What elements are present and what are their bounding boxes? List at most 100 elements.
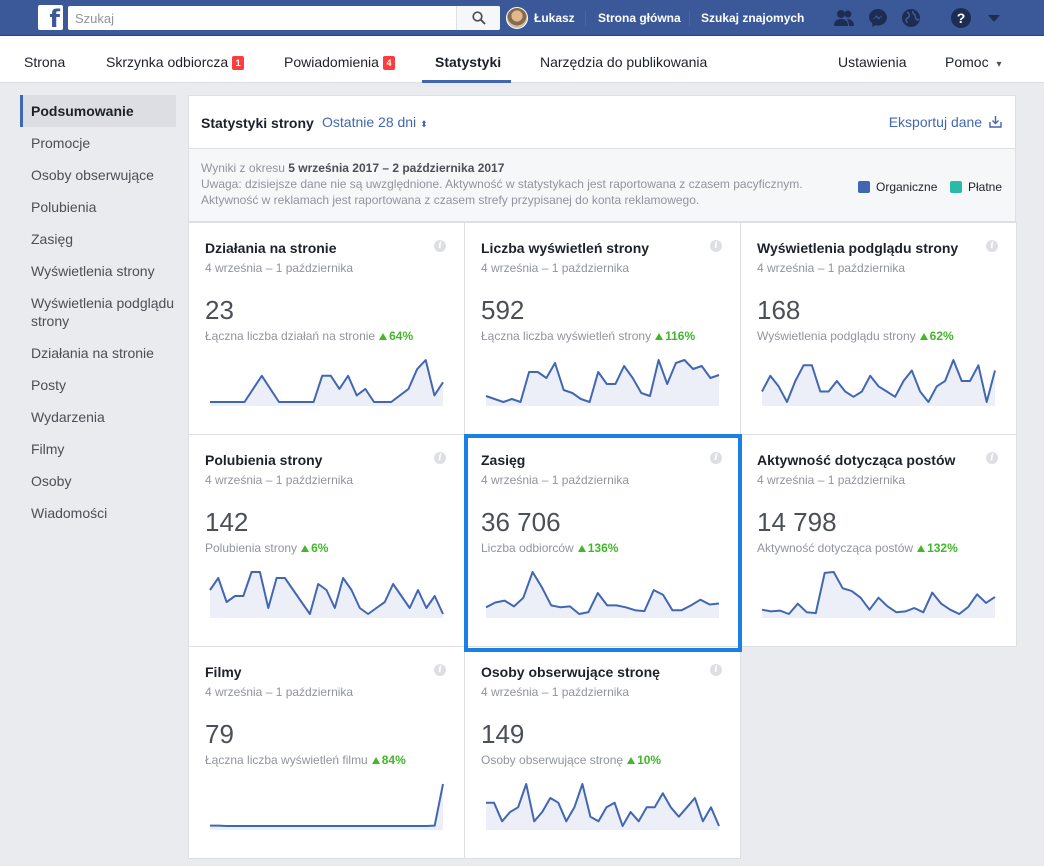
search-icon [472,11,486,25]
metric-value: 168 [757,295,801,325]
sparkline-area [210,572,443,618]
metric-label: Łączna liczba wyświetleń strony [481,329,652,343]
info-icon[interactable]: i [710,240,722,252]
card-videos[interactable]: Filmy 4 września – 1 października i 79 Łączn… [188,646,465,859]
notifications-globe-icon[interactable] [900,7,922,29]
card-page-previews[interactable]: Wyświetlenia podglądu strony 4 września –… [740,222,1017,435]
percent-change-up: 64% [379,329,413,343]
info-icon[interactable]: i [710,452,722,464]
card-page-likes[interactable]: Polubienia strony 4 września – 1 paździer… [188,434,465,647]
find-friends-link[interactable]: Szukaj znajomych [701,11,805,25]
metric-value: 36 706 [481,507,561,537]
sidebar-item-overview[interactable]: Podsumowanie [20,95,176,127]
facebook-logo-icon[interactable]: f [38,5,63,33]
home-link[interactable]: Strona główna [598,11,681,25]
info-icon[interactable]: i [434,240,446,252]
sidebar-item-reach[interactable]: Zasięg [31,231,74,247]
chevron-down-icon: ▾ [996,59,1002,70]
metric-value: 79 [205,719,234,749]
card-date-range: 4 września – 1 października [205,261,354,275]
top-navigation-bar: f Łukasz Strona główna Szukaj znajomych … [0,0,1044,36]
sidebar-item-actions-on-page[interactable]: Działania na stronie [31,345,154,361]
metric-label: Łączna liczba działań na stronie [205,329,376,343]
metric-value: 23 [205,295,234,325]
date-range-selector[interactable]: Ostatnie 28 dni ⬍ [322,114,428,130]
card-date-range: 4 września – 1 października [757,473,906,487]
metric-value: 14 798 [757,507,837,537]
insights-header: Statystyki strony Ostatnie 28 dni ⬍ Eksp… [188,95,1016,148]
note-line-1: Uwaga: dzisiejsze dane nie są uwzględnio… [201,177,803,191]
card-reach[interactable]: Zasięg 4 września – 1 października i 36 706… [464,434,741,647]
metric-label: Aktywność dotycząca postów [757,541,914,555]
sparkline-chart [210,359,444,406]
date-range-label: Ostatnie 28 dni [322,114,417,130]
export-label: Eksportuj dane [888,114,983,130]
percent-change-up: 136% [578,541,619,555]
metric-label: Łączna liczba wyświetleń filmu [205,753,368,767]
help-icon[interactable]: ? [950,7,972,29]
sidebar-item-people[interactable]: Osoby [31,473,72,489]
page-title: Statystyki strony [201,115,314,131]
export-data-button[interactable]: Eksportuj dane [889,114,1002,130]
legend-paid-label: Płatne [968,180,1003,194]
settings-link[interactable]: Ustawienia [838,54,907,70]
card-title: Wyświetlenia podglądu strony [757,240,959,256]
card-date-range: 4 września – 1 października [481,473,630,487]
account-menu-chevron-icon[interactable] [983,7,1005,29]
info-icon[interactable]: i [986,452,998,464]
sparkline-line [209,571,444,615]
percent-change-up: 84% [372,753,406,767]
card-date-range: 4 września – 1 października [205,473,354,487]
tab-publishing-tools[interactable]: Narzędzia do publikowania [540,54,707,70]
metric-description: Łączna liczba działań na stronie 64% [205,329,413,343]
tab-inbox[interactable]: Skrzynka odbiorcza 1 [106,54,245,70]
search-input[interactable] [68,6,456,30]
sparkline-area [762,360,995,406]
sidebar-item-posts[interactable]: Posty [31,377,67,393]
tab-label: Narzędzia do publikowania [540,54,708,70]
info-icon[interactable]: i [434,452,446,464]
percent-change-up: 6% [301,541,328,555]
card-date-range: 4 września – 1 października [757,261,906,275]
sidebar-item-promotions[interactable]: Promocje [31,135,91,151]
tab-notifications[interactable]: Powiadomienia 4 [284,54,395,70]
card-post-engagements[interactable]: Aktywność dotycząca postów 4 września – 1… [740,434,1017,647]
card-title: Aktywność dotycząca postów [757,452,956,468]
sidebar-item-likes[interactable]: Polubienia [31,199,97,215]
sidebar-item-messages[interactable]: Wiadomości [31,505,108,521]
metric-value: 149 [481,719,525,749]
info-icon[interactable]: i [434,664,446,676]
sidebar-item-events[interactable]: Wydarzenia [31,409,105,425]
card-page-followers[interactable]: Osoby obserwujące stronę 4 września – 1 p… [464,646,741,859]
help-menu[interactable]: Pomoc ▾ [945,54,1002,70]
card-title: Osoby obserwujące stronę [481,664,660,680]
note-line-2: Aktywność w reklamach jest raportowana z… [201,193,700,207]
sidebar-item-page-previews[interactable]: Wyświetlenia podglądu strony [31,295,175,329]
tab-label: Statystyki [435,54,502,70]
messenger-icon[interactable] [867,7,889,29]
sidebar-item-page-views[interactable]: Wyświetlenia strony [31,263,155,279]
sparkline-area [486,360,719,406]
sidebar-item-videos[interactable]: Filmy [31,441,65,457]
insights-sidebar: Podsumowanie Promocje Osoby obserwujące … [20,95,176,529]
friend-requests-icon[interactable] [833,7,855,29]
sidebar-item-followers[interactable]: Osoby obserwujące [31,167,154,183]
avatar[interactable] [506,7,528,29]
info-icon[interactable]: i [986,240,998,252]
info-icon[interactable]: i [710,664,722,676]
legend-paid: Płatne [950,180,1002,194]
tab-insights[interactable]: Statystyki [435,54,501,70]
metric-label: Polubienia strony [205,541,298,555]
profile-link[interactable]: Łukasz [534,11,575,25]
card-page-actions[interactable]: Działania na stronie 4 września – 1 paźdz… [188,222,465,435]
search-button[interactable] [456,6,500,30]
tab-label: Powiadomienia [284,54,379,70]
tab-page[interactable]: Strona [24,54,65,70]
percent-change-up: 132% [917,541,958,555]
card-title: Liczba wyświetleń strony [481,240,650,256]
card-title: Filmy [205,664,242,680]
help-label: Pomoc [945,54,989,70]
card-page-views[interactable]: Liczba wyświetleń strony 4 września – 1 p… [464,222,741,435]
percent-change-up: 116% [655,329,695,343]
divider [689,11,690,26]
